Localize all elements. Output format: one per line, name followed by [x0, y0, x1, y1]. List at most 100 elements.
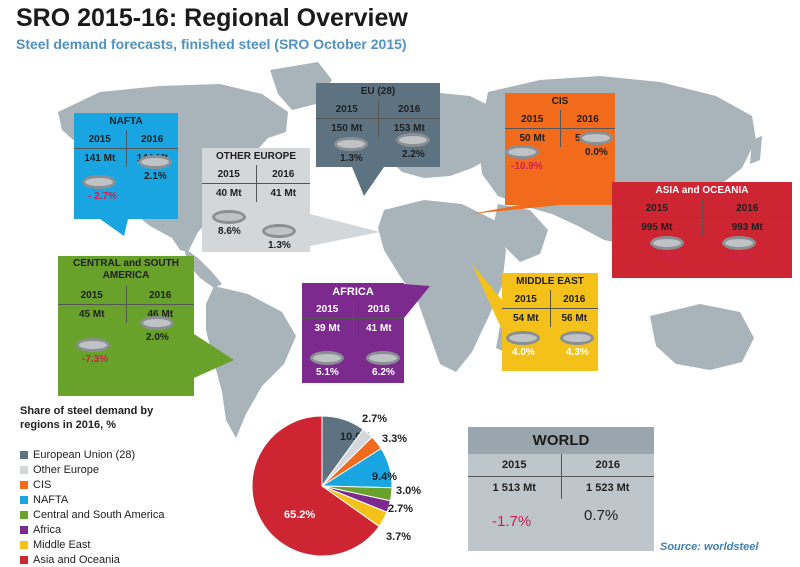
- region-box-eu: EU (28) 2015 2016 150 Mt 153 Mt 1.3% 2.2%: [316, 83, 440, 167]
- region-name: OTHER EUROPE: [215, 151, 296, 162]
- year-2016: 2016: [559, 110, 615, 129]
- legend-item: Middle East: [20, 537, 164, 552]
- growth-2016: 2.1%: [144, 171, 167, 182]
- ring-icon: [82, 175, 116, 189]
- page-subtitle: Steel demand forecasts, finished steel (…: [16, 36, 407, 52]
- region-name: MIDDLE EAST: [516, 276, 584, 287]
- legend-swatch: [20, 510, 28, 519]
- legend-item: European Union (28): [20, 447, 164, 462]
- year-2015: 2015: [202, 165, 256, 184]
- pie-value-label: 3.3%: [382, 433, 407, 445]
- pie-legend: European Union (28) Other Europe CIS NAFTA C…: [20, 447, 164, 567]
- legend-swatch: [20, 540, 28, 549]
- pie-value-label: 2.7%: [388, 503, 413, 515]
- ring-icon: [650, 236, 684, 250]
- year-2016: 2016: [352, 300, 404, 319]
- legend-label: Asia and Oceania: [33, 553, 120, 566]
- value-2015: 39 Mt: [314, 322, 341, 334]
- value-2015: 150 Mt: [331, 122, 363, 134]
- page-title: SRO 2015-16: Regional Overview: [16, 4, 408, 32]
- ring-icon: [505, 145, 539, 159]
- value-2015: 54 Mt: [512, 312, 539, 324]
- world-value-2016: 1 523 Mt: [560, 476, 654, 499]
- world-year-2015: 2015: [468, 454, 561, 477]
- callout-pointer: [194, 334, 234, 378]
- legend-label: Africa: [33, 523, 62, 536]
- region-name: AFRICA: [332, 286, 374, 298]
- pie-value-label: 3.0%: [396, 485, 421, 497]
- value-2016: 41 Mt: [255, 183, 310, 202]
- ring-icon: [560, 331, 594, 345]
- pie-value-label: 65.2%: [284, 509, 315, 521]
- callout-pointer: [100, 219, 128, 236]
- world-value-2015: 1 513 Mt: [492, 482, 536, 494]
- legend-item: NAFTA: [20, 492, 164, 507]
- growth-2016: 6.2%: [372, 367, 395, 378]
- value-2015: 995 Mt: [641, 221, 673, 233]
- year-2016: 2016: [701, 199, 792, 218]
- legend-item: Other Europe: [20, 462, 164, 477]
- source-note: Source: worldsteel: [660, 541, 759, 553]
- year-2016: 2016: [125, 130, 178, 149]
- value-2015: 45 Mt: [78, 308, 105, 320]
- growth-2015: 8.6%: [218, 226, 241, 237]
- region-box-central-south-america: CENTRAL and SOUTH AMERICA 2015 2016 45 Mt…: [58, 256, 194, 396]
- year-2016: 2016: [255, 165, 310, 184]
- year-2016: 2016: [377, 100, 440, 119]
- legend-label: CIS: [33, 478, 52, 491]
- year-2015: 2015: [316, 100, 378, 119]
- callout-pointer: [470, 205, 560, 214]
- pie-value-label: 3.7%: [386, 531, 411, 543]
- legend-swatch: [20, 480, 28, 489]
- region-name: EU (28): [360, 86, 396, 97]
- world-box: WORLD 2015 2016 1 513 Mt 1 523 Mt -1.7% 0.…: [468, 427, 654, 551]
- year-2015: 2015: [74, 130, 126, 149]
- year-2015: 2015: [502, 290, 550, 309]
- year-2015: 2015: [505, 110, 560, 129]
- legend-item: Asia and Oceania: [20, 552, 164, 567]
- legend-item: Central and South America: [20, 507, 164, 522]
- legend-label: Other Europe: [33, 463, 100, 476]
- growth-2016: 0.0%: [585, 147, 608, 158]
- legend-label: Central and South America: [33, 508, 165, 521]
- year-2016: 2016: [549, 290, 598, 309]
- growth-2015: 5.1%: [316, 367, 339, 378]
- value-2015: 141 Mt: [84, 152, 116, 164]
- legend-swatch: [20, 525, 28, 534]
- ring-icon: [722, 236, 756, 250]
- pie-value-label: 9.4%: [372, 471, 397, 483]
- pie-title: Share of steel demand by regions in 2016…: [20, 405, 154, 431]
- ring-icon: [310, 351, 344, 365]
- ring-icon: [506, 331, 540, 345]
- year-2016: 2016: [125, 286, 194, 305]
- value-2016: 153 Mt: [377, 118, 440, 137]
- value-2015: 50 Mt: [519, 132, 546, 144]
- callout-pointer: [404, 284, 430, 318]
- growth-2015: 1.3%: [340, 153, 363, 164]
- region-name: CENTRAL and SOUTH AMERICA: [73, 258, 179, 281]
- legend-label: Middle East: [33, 538, 91, 551]
- region-box-other-europe: OTHER EUROPE 2015 2016 40 Mt 41 Mt 8.6% 1.…: [202, 148, 310, 252]
- region-box-africa: AFRICA 2015 2016 39 Mt 41 Mt 5.1% 6.2%: [302, 283, 404, 383]
- legend-item: CIS: [20, 477, 164, 492]
- callout-pointer: [352, 167, 384, 196]
- ring-icon: [140, 316, 174, 330]
- ring-icon: [334, 137, 368, 151]
- world-title: WORLD: [468, 427, 654, 454]
- callout-pointer: [310, 214, 380, 246]
- ring-icon: [76, 338, 110, 352]
- growth-2016: 4.3%: [566, 347, 589, 358]
- year-2015: 2015: [58, 286, 126, 305]
- growth-2016: -0.2%: [728, 252, 755, 263]
- pie-value-label: 2.7%: [362, 413, 387, 425]
- growth-2015: -2.1%: [656, 252, 683, 263]
- pie-slice: [251, 415, 380, 557]
- growth-2015: -10.9%: [511, 161, 543, 172]
- growth-2016: 1.3%: [268, 240, 291, 251]
- value-2015: 40 Mt: [215, 187, 242, 199]
- growth-2016: 2.2%: [402, 149, 425, 160]
- callout-pointer: [472, 264, 502, 330]
